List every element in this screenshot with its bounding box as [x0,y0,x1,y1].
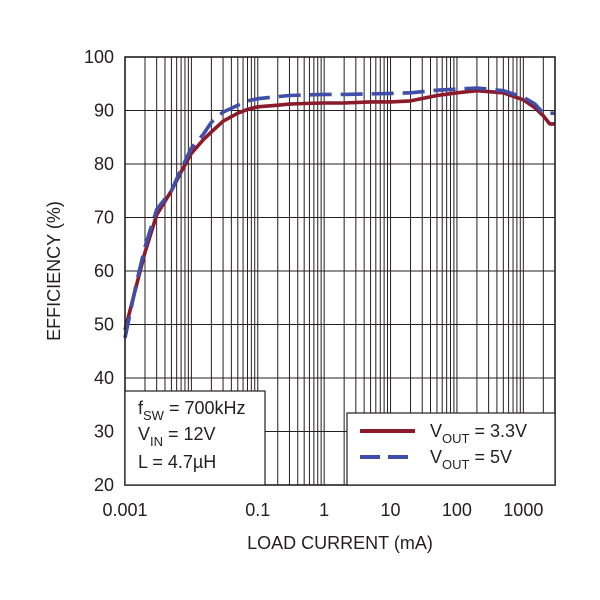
series-line-1 [123,86,555,339]
legend-label-5v: VOUT = 5V [430,447,512,472]
y-tick-label-3: 50 [94,315,114,335]
x-axis-title: LOAD CURRENT (mA) [247,533,433,553]
y-tick-label-2: 40 [94,368,114,388]
plot-frame [124,56,556,486]
x-tick-label-5: 1000 [503,500,543,520]
y-tick-label-0: 20 [94,475,114,495]
x-tick-label-3: 10 [381,500,401,520]
tick-labels: 0.001 0.1 1 10 100 1000 20 30 40 50 60 70 80 90 100 [84,47,543,520]
annotation-inductor: L = 4.7µH [138,452,216,472]
x-tick-label-1: 0.1 [245,500,270,520]
series-lines [123,86,555,339]
x-tick-label-4: 100 [442,500,472,520]
legend: VOUT = 3.3V VOUT = 5V [346,412,556,486]
annotation-vin: VIN = 12V [138,424,216,449]
x-tick-label-2: 1 [319,500,329,520]
y-tick-label-7: 90 [94,101,114,121]
legend-label-3v3: VOUT = 3.3V [430,421,527,446]
y-tick-label-8: 100 [84,47,114,67]
x-tick-label-0: 0.001 [102,500,147,520]
y-tick-label-5: 70 [94,208,114,228]
y-tick-label-1: 30 [94,422,114,442]
series-line-0 [123,88,555,331]
legend-frame [346,412,556,486]
annotation-box: fSW = 700kHz VIN = 12V L = 4.7µH [124,390,266,486]
y-tick-label-6: 80 [94,154,114,174]
annotation-fsw: fSW = 700kHz [138,398,246,423]
y-tick-label-4: 60 [94,261,114,281]
annotation-box-frame [124,390,266,486]
y-axis-title: EFFICIENCY (%) [44,201,64,341]
